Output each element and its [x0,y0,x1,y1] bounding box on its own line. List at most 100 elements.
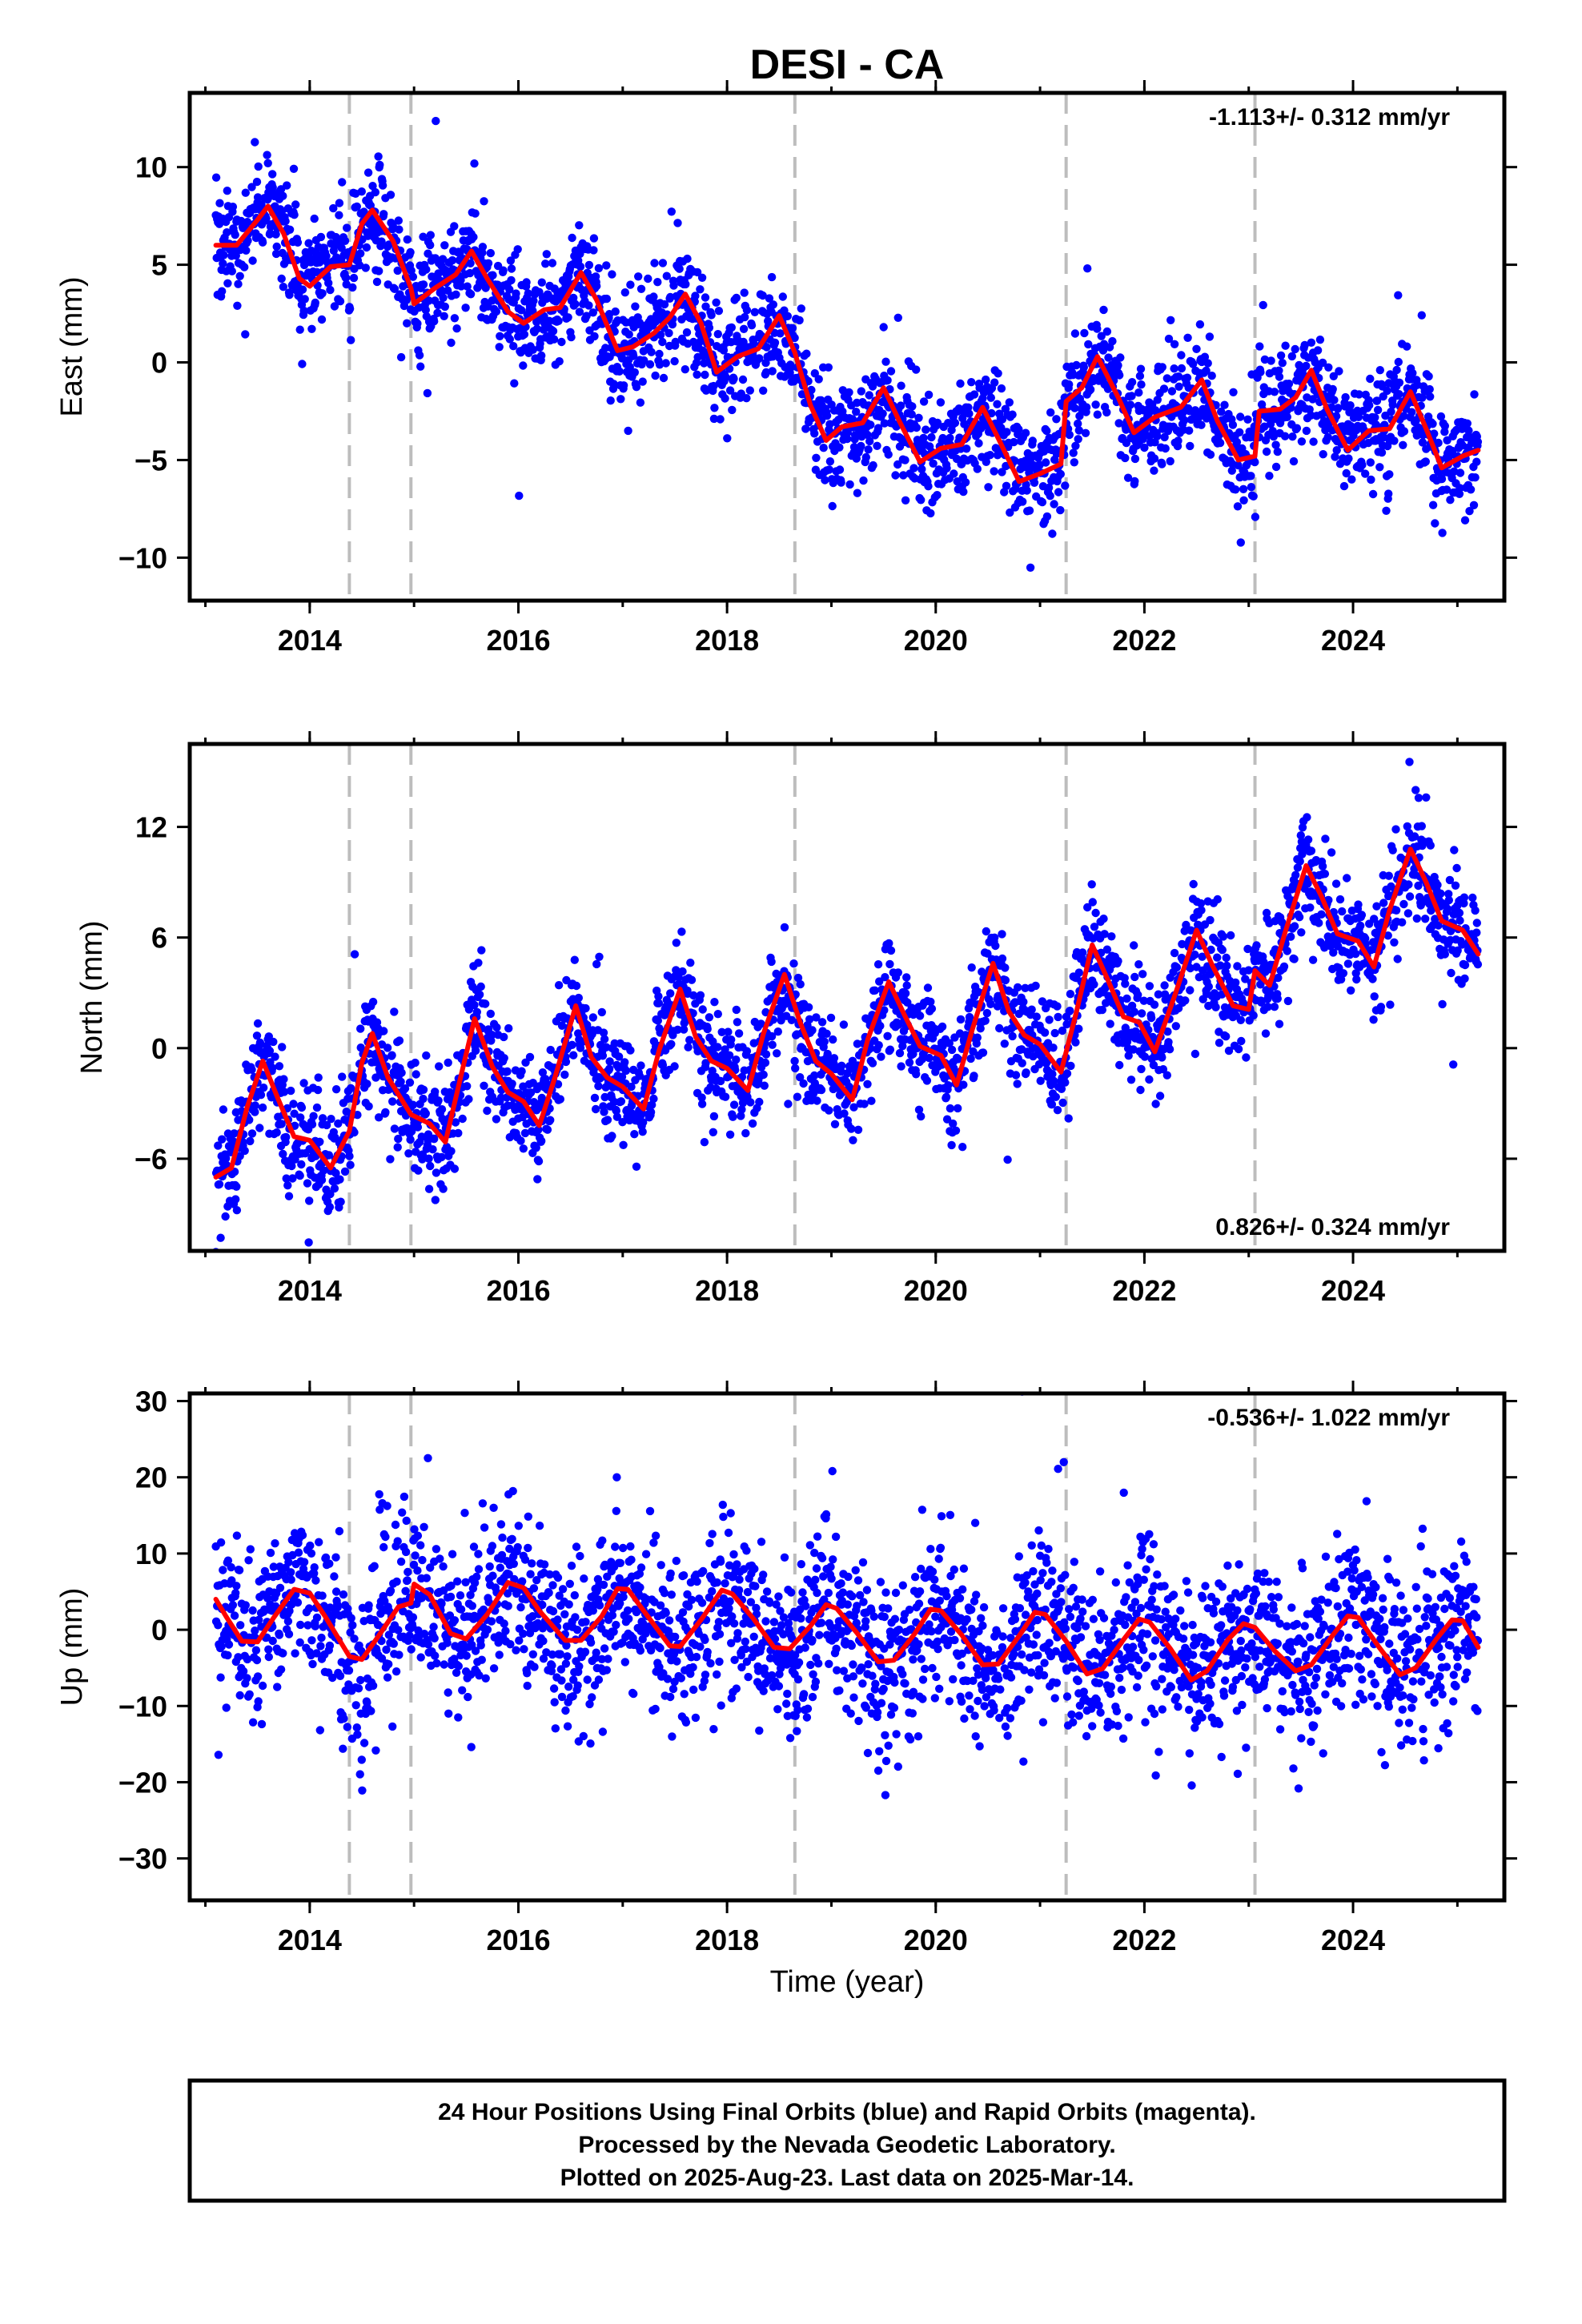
data-point [537,1093,546,1103]
data-point [1330,396,1339,404]
data-point [612,1106,620,1116]
data-point [908,402,917,411]
data-point [998,930,1006,939]
data-point [1064,1114,1073,1123]
data-point [877,1052,885,1061]
data-point [400,1084,410,1093]
data-point [1042,426,1051,436]
data-point [616,1097,626,1106]
data-point [835,465,845,474]
data-point [801,424,810,433]
data-point [765,294,774,303]
data-point [330,1184,339,1193]
data-point [990,933,999,943]
data-point [1233,962,1242,971]
data-point [517,1067,526,1076]
data-point [1442,485,1452,494]
data-point [464,1095,473,1104]
data-point [384,240,393,249]
data-point [1404,880,1413,889]
data-point [1136,1085,1145,1095]
data-point [386,191,396,199]
data-point [331,1168,340,1178]
data-point [835,443,844,452]
data-point [419,232,428,241]
data-point [1121,979,1130,988]
data-point [863,1080,872,1089]
data-point [1093,410,1102,419]
data-point [666,989,675,998]
data-point [317,315,327,324]
data-point [812,1013,821,1022]
data-point [1135,372,1145,380]
data-point [1222,1032,1231,1041]
data-point [426,231,435,239]
data-point [1228,420,1238,429]
data-point [537,351,546,360]
data-point [1391,906,1401,915]
data-point [219,1105,228,1114]
data-point [555,357,564,366]
data-point [683,254,692,263]
data-point [1174,372,1183,381]
data-point [1140,443,1149,452]
data-point [1271,440,1280,449]
data-point [1302,361,1311,371]
data-point [335,297,345,306]
data-point [1150,454,1159,463]
data-point [1180,416,1189,424]
east-plot-frame [187,90,1507,603]
data-point [1114,956,1122,966]
data-point [430,317,439,326]
data-point [902,981,911,990]
data-point [375,160,384,170]
data-point [796,979,805,989]
data-point [1408,368,1417,378]
data-point [1011,1071,1021,1080]
data-point [1354,900,1363,909]
data-point [324,279,333,287]
data-point [687,975,697,984]
data-point [1195,320,1205,329]
data-point [324,1151,333,1160]
data-point [861,452,871,462]
data-point [1368,489,1378,499]
data-point [304,239,313,247]
data-point [1263,1003,1272,1011]
data-point [1177,364,1186,373]
data-point [1365,400,1374,410]
data-point [219,251,228,259]
data-point [1303,813,1311,822]
data-point [1207,372,1216,380]
data-point [505,285,514,294]
data-point [880,419,889,428]
data-point [590,1093,600,1103]
data-point [368,997,378,1007]
data-point [1177,351,1186,360]
data-point [1269,432,1279,441]
data-point [1114,361,1122,370]
data-point [1134,388,1143,397]
data-point [403,235,412,244]
data-point [379,210,388,219]
data-point [488,271,497,279]
data-point [621,1066,631,1076]
data-point [463,282,472,291]
data-point [626,1046,635,1055]
data-point [549,335,559,344]
data-point [484,259,493,267]
data-point [1274,973,1283,983]
data-point [1003,1155,1012,1164]
data-point [1206,970,1215,979]
data-point [1251,513,1260,521]
data-point [1114,419,1123,428]
data-point [588,308,597,317]
data-point [307,1120,317,1129]
data-point [231,1195,240,1204]
data-point [619,381,628,390]
data-point [857,387,866,396]
data-point [880,1006,889,1015]
data-point [703,1024,712,1034]
data-point [1472,457,1481,466]
